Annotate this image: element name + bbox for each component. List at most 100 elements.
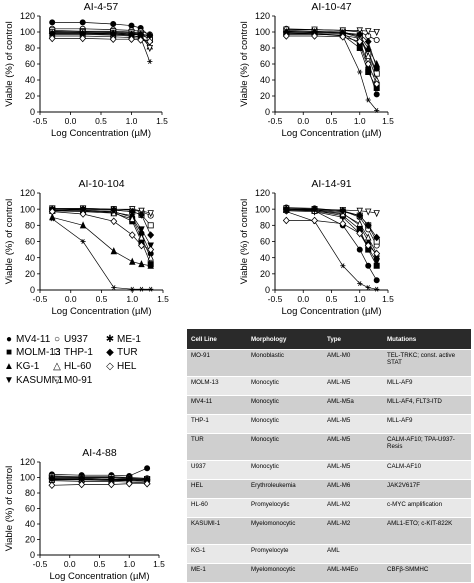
data-point <box>80 239 86 244</box>
x-tick-label: 1.5 <box>153 559 165 569</box>
y-axis-label: Viable (%) of control <box>4 21 15 106</box>
series-line <box>52 208 152 236</box>
table-row: KG-1 Promyelocyte AML <box>187 544 471 564</box>
table-cell: AML1-ETO; c-KIT-822K <box>383 517 471 545</box>
y-tick-label: 0 <box>30 285 35 295</box>
cell-line-table: Cell Line Morphology Type Mutations MO-9… <box>187 329 471 582</box>
y-tick-label: 100 <box>20 27 35 37</box>
x-axis-label: Log Concentration (µM) <box>52 306 152 317</box>
table-cell: AML-M0 <box>323 349 383 377</box>
table-cell: AML-M2 <box>323 517 383 545</box>
series-line <box>52 209 152 246</box>
data-point <box>111 285 117 291</box>
table-cell: AML-M4Eo <box>323 563 383 582</box>
data-point <box>147 231 155 239</box>
y-axis-label: Viable (%) of control <box>4 199 15 284</box>
table-cell: MLL-AF4, FLT3-ITD <box>383 395 471 415</box>
x-tick-label: -0.5 <box>268 116 283 126</box>
legend-item: ■ MOLM-13 <box>2 347 60 359</box>
chart-panel: AI-4-57 0 20 40 60 80 100 120 -0.5 0.0 0.5 1.0 1.5 Lo… <box>4 1 168 139</box>
data-point <box>138 211 145 219</box>
legend-item: □ THP-1 <box>50 347 93 359</box>
series-hel <box>282 32 381 88</box>
table-cell: AML-M2 <box>323 498 383 518</box>
data-point <box>147 253 154 261</box>
data-point <box>356 211 364 220</box>
table-cell: MV4-11 <box>187 395 247 415</box>
table-cell: CALM-AF10 <box>383 460 471 480</box>
header-morphology: Morphology <box>247 329 323 350</box>
chart-title: AI-4-57 <box>84 1 119 13</box>
y-tick-label: 20 <box>25 91 35 101</box>
data-point <box>147 245 155 254</box>
data-point <box>110 247 118 255</box>
data-point <box>137 36 145 44</box>
y-tick-label: 80 <box>25 488 35 498</box>
legend-label: M0-91 <box>64 375 93 386</box>
legend-item: △ HL-60 <box>50 361 91 373</box>
x-tick-label: 0.0 <box>65 294 77 304</box>
data-point <box>356 30 364 39</box>
table-cell: c-MYC amplification <box>383 498 471 518</box>
y-tick-label: 40 <box>25 519 35 529</box>
x-tick-label: 1.0 <box>354 116 366 126</box>
data-point <box>364 221 372 230</box>
data-point <box>49 19 56 26</box>
y-tick-label: 0 <box>265 285 270 295</box>
data-point <box>138 226 145 234</box>
x-tick-label: 0.5 <box>96 294 108 304</box>
y-tick-label: 120 <box>20 11 35 21</box>
series-hl-60 <box>283 205 380 257</box>
table-row: MV4-11 Monocytic AML-M5a MLL-AF4, FLT3-ITD <box>187 395 471 415</box>
data-point <box>365 233 372 241</box>
data-point <box>373 210 380 218</box>
table-row: HL-60 Promyelocytic AML-M2 c-MYC amplificat… <box>187 498 471 518</box>
y-axis-label: Viable (%) of control <box>239 199 250 284</box>
legend-label: MOLM-13 <box>16 347 61 358</box>
legend-item: ✱ ME-1 <box>103 334 141 346</box>
series-hel <box>48 34 154 46</box>
data-point <box>364 60 372 68</box>
x-tick-label: 1.0 <box>354 294 366 304</box>
data-point <box>365 208 372 216</box>
data-point <box>128 231 136 239</box>
data-point <box>109 35 117 43</box>
data-point <box>356 207 363 215</box>
data-point <box>78 480 86 489</box>
series-line <box>286 210 377 262</box>
data-point <box>356 37 364 46</box>
y-tick-label: 0 <box>265 107 270 117</box>
x-axis-label: Log Concentration (µM) <box>282 306 382 317</box>
data-point <box>311 32 318 40</box>
table-cell: AML-M6 <box>323 479 383 499</box>
table-cell: Promyelocyte <box>247 544 323 564</box>
data-point <box>146 45 154 53</box>
series-tur <box>282 205 381 242</box>
data-point <box>129 214 136 222</box>
data-point <box>79 221 87 229</box>
data-point <box>125 479 133 488</box>
data-point <box>365 285 371 291</box>
x-tick-label: 0.5 <box>326 116 338 126</box>
legend-label: HL-60 <box>64 361 92 372</box>
legend-item: ○ U937 <box>50 334 88 346</box>
legend-label: THP-1 <box>64 347 93 358</box>
table-cell: CALM-AF10; TPA-U937-Resis <box>383 433 471 461</box>
data-point <box>365 28 372 36</box>
y-tick-label: 100 <box>20 473 35 483</box>
data-point <box>373 80 381 88</box>
x-tick-label: -0.5 <box>33 294 48 304</box>
data-point <box>138 260 145 268</box>
data-point <box>339 206 347 215</box>
data-point <box>364 37 372 46</box>
x-tick-label: 1.0 <box>126 294 138 304</box>
y-tick-label: 40 <box>260 75 270 85</box>
table-cell: Erythroleukemia <box>247 479 323 499</box>
y-tick-label: 0 <box>30 107 35 117</box>
filled-triangle-up-marker-icon: ▲ <box>4 361 14 372</box>
data-point <box>128 207 136 216</box>
data-point <box>373 249 381 258</box>
data-point <box>373 28 380 37</box>
table-cell: AML-M5 <box>323 433 383 461</box>
